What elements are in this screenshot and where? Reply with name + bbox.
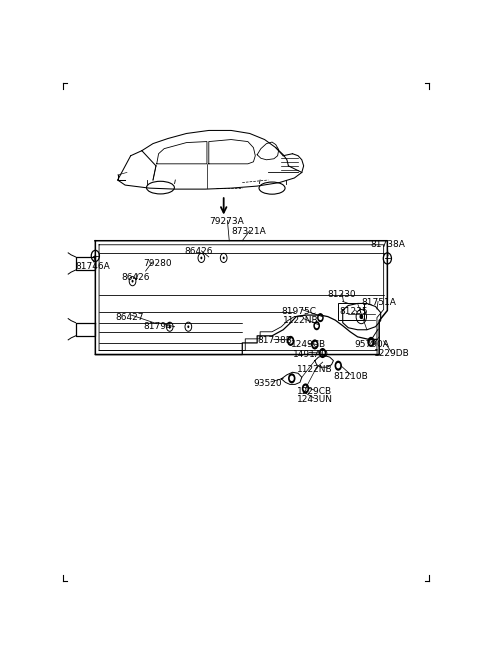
Circle shape [317, 313, 324, 322]
Circle shape [369, 339, 373, 345]
Circle shape [321, 350, 324, 356]
Text: 81210B: 81210B [334, 372, 368, 381]
Circle shape [311, 340, 319, 350]
Text: 81235: 81235 [339, 307, 368, 316]
Circle shape [223, 257, 225, 260]
Text: 93520: 93520 [253, 379, 282, 388]
Text: 95790A: 95790A [354, 340, 389, 350]
Bar [338, 304, 363, 320]
Circle shape [335, 361, 342, 371]
Circle shape [313, 321, 320, 330]
Circle shape [288, 338, 293, 344]
Text: 81738B: 81738B [257, 336, 292, 346]
Circle shape [287, 336, 294, 346]
Text: 1243UN: 1243UN [297, 395, 333, 404]
Circle shape [169, 325, 171, 328]
Circle shape [187, 325, 189, 328]
Text: 1249CB: 1249CB [290, 340, 326, 350]
Text: 86427: 86427 [116, 313, 144, 322]
Circle shape [95, 255, 96, 257]
Text: 1229CB: 1229CB [297, 387, 333, 396]
Circle shape [302, 384, 309, 394]
Circle shape [315, 323, 319, 328]
Text: 1122NB: 1122NB [283, 316, 319, 325]
Text: 81751A: 81751A [361, 298, 396, 307]
Text: 86426: 86426 [185, 247, 213, 256]
Circle shape [132, 280, 133, 283]
Circle shape [303, 386, 308, 391]
Circle shape [290, 376, 294, 381]
Circle shape [200, 257, 203, 260]
Circle shape [319, 315, 322, 320]
Circle shape [386, 258, 388, 260]
Text: 1491AD: 1491AD [292, 350, 328, 359]
Text: 86426: 86426 [121, 273, 150, 282]
Circle shape [360, 314, 363, 319]
Text: 1229DB: 1229DB [374, 348, 410, 357]
Circle shape [319, 348, 326, 358]
Text: 79273A: 79273A [209, 217, 243, 226]
Text: 81230: 81230 [328, 290, 357, 299]
Circle shape [336, 363, 340, 369]
Text: 81738A: 81738A [371, 240, 406, 249]
Text: 81794: 81794 [144, 322, 172, 331]
Text: 81975C: 81975C [281, 307, 316, 316]
Circle shape [367, 337, 375, 347]
Text: 87321A: 87321A [231, 227, 266, 236]
Circle shape [313, 342, 317, 347]
Text: 79280: 79280 [144, 259, 172, 268]
Circle shape [288, 373, 296, 384]
Text: 1122NB: 1122NB [297, 365, 333, 374]
Text: 81746A: 81746A [75, 261, 109, 271]
